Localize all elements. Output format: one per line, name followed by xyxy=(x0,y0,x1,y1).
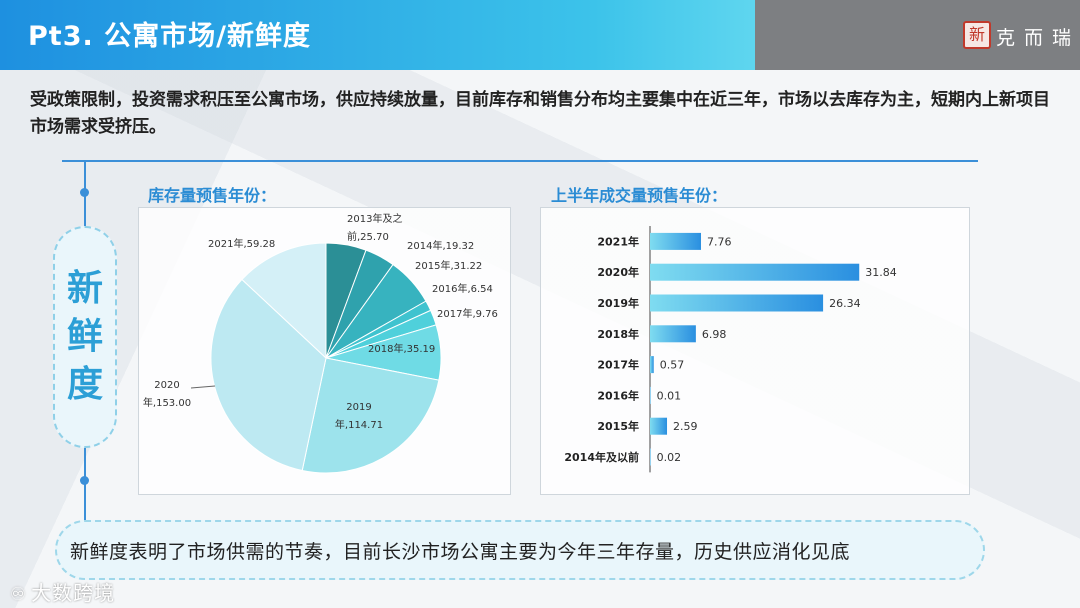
divider-horizontal xyxy=(62,160,978,162)
bar xyxy=(650,325,696,343)
side-label-char: 鲜 xyxy=(66,316,103,357)
logo-text: 克而瑞 xyxy=(996,27,1080,49)
watermark-text: 大数跨境 xyxy=(31,581,116,605)
bar xyxy=(650,356,654,374)
bar-value-label: 0.01 xyxy=(657,389,682,402)
bar-value-label: 2.59 xyxy=(673,420,698,433)
bar-value-label: 0.02 xyxy=(657,451,682,464)
pie-slice-label: 2020 xyxy=(154,380,179,391)
bar-category-label: 2020年 xyxy=(597,265,639,279)
header-gray-block xyxy=(755,0,1080,70)
timeline-dot xyxy=(80,188,89,197)
page-title: Pt3. 公寓市场/新鲜度 xyxy=(28,21,311,52)
bar-category-label: 2015年 xyxy=(597,419,639,433)
left-panel-title: 库存量预售年份： xyxy=(148,186,277,205)
timeline-dot xyxy=(80,476,89,485)
bar-value-label: 6.98 xyxy=(702,328,727,341)
right-panel-title: 上半年成交量预售年份： xyxy=(551,186,728,205)
pie-slice xyxy=(210,278,327,472)
bar-category-label: 2021年 xyxy=(597,234,639,248)
bar-category-label: 2016年 xyxy=(597,388,639,402)
left-panel: 2013年及之 前,25.70 2014年,19.32 2015年,31.22 2016… xyxy=(138,207,511,495)
pie-slice-label: 2014年,19.32 xyxy=(407,239,474,252)
sales-bar-chart: 2021年 7.76 2020年 31.84 2019年 26.34 2018年 6.98 20… xyxy=(564,226,897,473)
logo-seal-icon: 新 xyxy=(963,21,991,49)
pie-slice-label: 前,25.70 xyxy=(347,230,389,243)
bar xyxy=(650,386,651,404)
bar-value-label: 31.84 xyxy=(865,266,897,279)
pie-slice-label: 年,153.00 xyxy=(143,396,191,409)
bar-category-label: 2017年 xyxy=(597,358,639,372)
watermark: ♾ 大数跨境 xyxy=(10,577,115,606)
pie-slice-label: 2021年,59.28 xyxy=(208,237,275,250)
pie-slice-label: 2016年,6.54 xyxy=(432,282,493,295)
bar xyxy=(650,417,668,435)
pie-leader-line xyxy=(190,385,216,389)
bar xyxy=(650,232,701,250)
pie-slice-label: 2019 xyxy=(346,402,371,413)
bar xyxy=(650,294,824,312)
pie-slice-label: 年,114.71 xyxy=(335,418,383,431)
bar-category-label: 2014年及以前 xyxy=(564,450,639,464)
pie-slice-label: 2015年,31.22 xyxy=(415,259,482,272)
bar xyxy=(650,263,860,281)
right-panel: 2021年 7.76 2020年 31.84 2019年 26.34 2018年 6.98 20… xyxy=(540,207,970,495)
intro-paragraph: 受政策限制，投资需求积压至公寓市场，供应持续放量，目前库存和销售分布均主要集中在… xyxy=(30,90,1050,137)
watermark-logo-icon: ♾ xyxy=(10,584,28,605)
conclusion-pill xyxy=(55,520,985,580)
pie-slice-label: 2018年,35.19 xyxy=(368,342,435,355)
pie-slice xyxy=(301,357,440,474)
side-label-char: 新 xyxy=(66,268,103,309)
bar-category-label: 2019年 xyxy=(597,296,639,310)
bar-value-label: 7.76 xyxy=(707,235,732,248)
conclusion-text: 新鲜度表明了市场供需的节奏，目前长沙市场公寓主要为今年三年存量，历史供应消化见底 xyxy=(70,541,851,563)
bar xyxy=(650,448,651,466)
pie-slice-label: 2013年及之 xyxy=(347,212,402,225)
bar-value-label: 26.34 xyxy=(829,297,861,310)
bar-value-label: 0.57 xyxy=(660,359,685,372)
side-label-char: 度 xyxy=(66,364,103,405)
side-label-pill: 新 鲜 度 xyxy=(53,226,117,448)
bar-category-label: 2018年 xyxy=(597,327,639,341)
pie-slice xyxy=(241,242,327,360)
pie-slice-label: 2017年,9.76 xyxy=(437,307,498,320)
